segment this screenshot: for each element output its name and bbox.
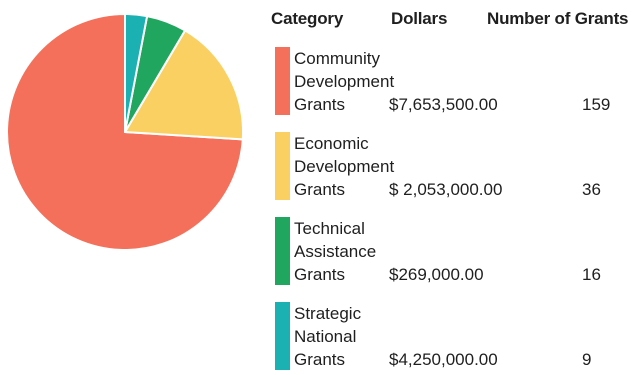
dollars-community: $7,653,500.00 — [389, 95, 498, 114]
category-line: Economic — [294, 134, 369, 153]
category-label-technical: Technical Assistance Grants — [294, 217, 376, 286]
legend-swatch-technical — [275, 217, 290, 285]
category-label-community: Community Development Grants — [294, 47, 394, 116]
category-line: National — [294, 327, 357, 346]
grants-count-economic: 36 — [582, 180, 601, 199]
pie-chart — [0, 0, 250, 260]
category-line: Grants — [294, 95, 346, 114]
pie-slice-4 — [124, 13, 149, 133]
pie-chart-svg — [6, 13, 244, 251]
category-line: Strategic — [294, 304, 362, 323]
category-line: Community — [294, 49, 380, 68]
dollars-economic: $ 2,053,000.00 — [389, 180, 503, 199]
category-label-strategic: Strategic National Grants — [294, 302, 361, 371]
grants-count-community: 159 — [582, 95, 611, 114]
category-line: Development — [294, 157, 395, 176]
category-label-economic: Economic Development Grants — [294, 132, 394, 201]
category-line: Assistance — [294, 242, 377, 261]
dollars-strategic: $4,250,000.00 — [389, 350, 498, 369]
legend-swatch-community — [275, 47, 290, 115]
category-line: Grants — [294, 350, 346, 369]
header-number-of-grants: Number of Grants — [487, 9, 629, 28]
pie-slice-2 — [124, 29, 244, 141]
legend-swatch-strategic — [275, 302, 290, 370]
grants-count-strategic: 9 — [582, 350, 592, 369]
dollars-technical: $269,000.00 — [389, 265, 484, 284]
header-dollars: Dollars — [391, 9, 448, 28]
legend-swatch-economic — [275, 132, 290, 200]
header-category: Category — [271, 9, 344, 28]
category-line: Grants — [294, 180, 346, 199]
category-line: Development — [294, 72, 395, 91]
category-line: Grants — [294, 265, 346, 284]
category-line: Technical — [294, 219, 365, 238]
grants-count-technical: 16 — [582, 265, 601, 284]
